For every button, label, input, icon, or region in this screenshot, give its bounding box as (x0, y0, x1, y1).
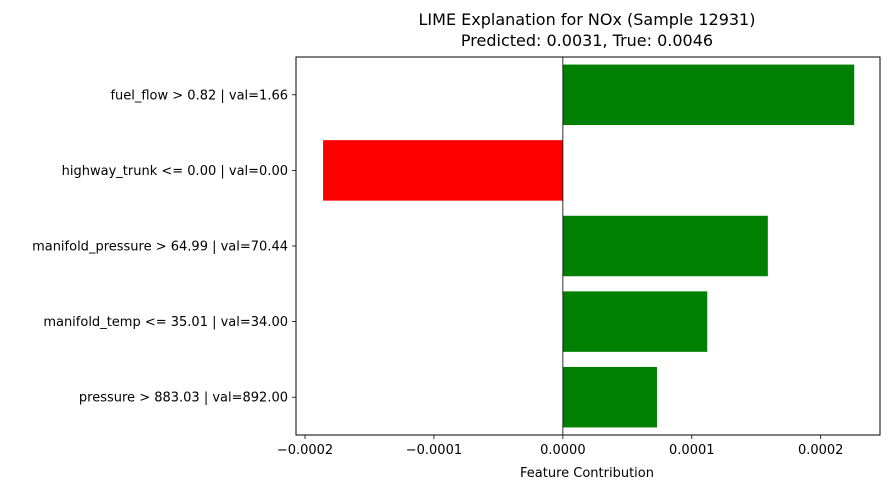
chart-title: LIME Explanation for NOx (Sample 12931) (419, 10, 756, 29)
x-tick-label: −0.0002 (277, 443, 333, 458)
chart-subtitle: Predicted: 0.0031, True: 0.0046 (461, 31, 713, 50)
x-axis-label: Feature Contribution (520, 466, 654, 481)
y-tick-label: fuel_flow > 0.82 | val=1.66 (110, 88, 288, 103)
x-tick-label: 0.0001 (669, 443, 715, 458)
x-tick-label: 0.0002 (798, 443, 844, 458)
y-axis: fuel_flow > 0.82 | val=1.66 highway_trunk… (32, 88, 296, 406)
bar (562, 366, 657, 428)
bar (562, 215, 768, 277)
bar (323, 140, 563, 201)
bars-group (323, 64, 855, 428)
y-tick-label: highway_trunk <= 0.00 | val=0.00 (62, 164, 288, 179)
y-tick-label: manifold_temp <= 35.01 | val=34.00 (43, 315, 288, 330)
x-tick-label: 0.0000 (540, 443, 586, 458)
x-axis: −0.0002 −0.0001 0.0000 0.0001 0.0002 (277, 435, 844, 458)
bar (562, 64, 855, 126)
bar (562, 291, 708, 352)
y-tick-label: pressure > 883.03 | val=892.00 (79, 391, 288, 406)
x-tick-label: −0.0001 (406, 443, 462, 458)
y-tick-label: manifold_pressure > 64.99 | val=70.44 (32, 240, 288, 255)
